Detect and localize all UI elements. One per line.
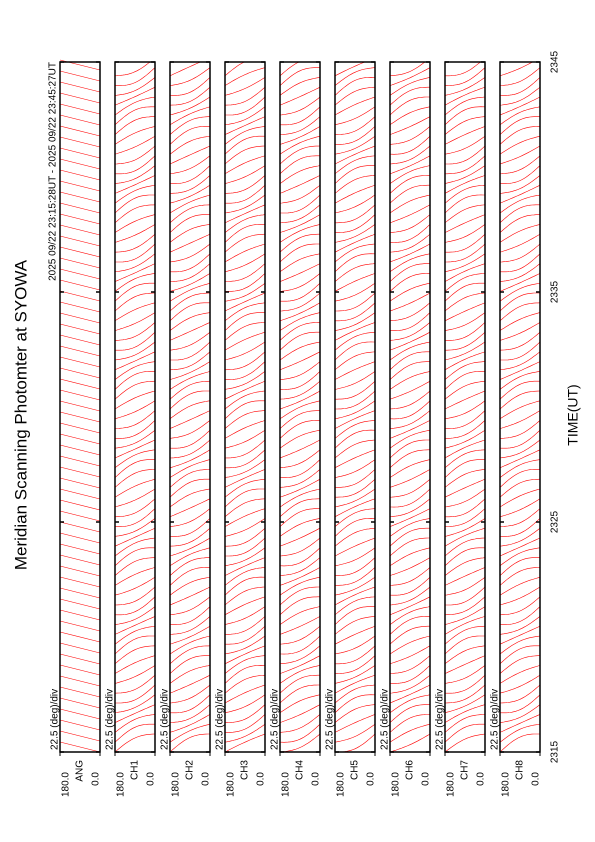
panel-scale-label: 22.5 (deg)/div — [325, 689, 336, 750]
panel-scale-label: 22.5 (deg)/div — [380, 689, 391, 750]
panel-label: CH3 — [240, 760, 251, 780]
panel-scale-label: 22.5 (deg)/div — [270, 689, 281, 750]
trace — [224, 61, 266, 753]
panel-frame — [114, 61, 156, 753]
y-tick-label: 180.0 — [336, 772, 347, 797]
y-tick-label: 0.0 — [146, 772, 157, 786]
panel-frame — [334, 61, 376, 753]
trace — [279, 61, 321, 753]
x-axis-label: TIME(UT) — [565, 384, 581, 445]
panel-label: CH4 — [295, 760, 306, 780]
trace — [169, 61, 211, 753]
y-tick-label: 0.0 — [311, 772, 322, 786]
trace — [444, 61, 486, 753]
y-tick-label: 0.0 — [476, 772, 487, 786]
panel-frame — [499, 61, 541, 753]
panel-label: CH6 — [405, 760, 416, 780]
panel-frame — [279, 61, 321, 753]
x-tick-label: 2335 — [550, 280, 561, 303]
y-tick-label: 0.0 — [201, 772, 212, 786]
trace — [114, 61, 156, 753]
trace — [59, 59, 101, 753]
chart-title: Meridian Scanning Photomter at SYOWA — [11, 259, 30, 570]
panel-frame — [59, 61, 101, 753]
panel-frame — [389, 61, 431, 753]
panel-scale-label: 22.5 (deg)/div — [50, 689, 61, 750]
panel-label: CH5 — [350, 760, 361, 780]
panel-label: CH1 — [130, 760, 141, 780]
panel-label: CH7 — [460, 760, 471, 780]
panel-scale-label: 22.5 (deg)/div — [105, 689, 116, 750]
panel-scale-label: 22.5 (deg)/div — [435, 689, 446, 750]
panel-scale-label: 22.5 (deg)/div — [490, 689, 501, 750]
y-tick-label: 0.0 — [256, 772, 267, 786]
trace — [334, 61, 376, 753]
panel-scale-label: 22.5 (deg)/div — [215, 689, 226, 750]
x-tick-label: 2345 — [550, 50, 561, 73]
rotated-plot: Meridian Scanning Photomter at SYOWA 202… — [11, 50, 580, 797]
y-tick-label: 180.0 — [501, 772, 512, 797]
x-tick-label: 2325 — [550, 510, 561, 533]
trace — [389, 61, 431, 753]
y-tick-label: 180.0 — [171, 772, 182, 797]
y-tick-label: 180.0 — [446, 772, 457, 797]
panel-label: CH8 — [515, 760, 526, 780]
chart-subtitle: 2025 09/22 23:15:28UT - 2025 09/22 23:45… — [48, 62, 59, 281]
panel-frame — [444, 61, 486, 753]
y-tick-label: 180.0 — [281, 772, 292, 797]
y-tick-label: 180.0 — [226, 772, 237, 797]
y-tick-label: 0.0 — [91, 772, 102, 786]
y-tick-label: 180.0 — [116, 772, 127, 797]
panel-scale-label: 22.5 (deg)/div — [160, 689, 171, 750]
y-tick-label: 180.0 — [391, 772, 402, 797]
panel-label: ANG — [75, 760, 86, 782]
y-tick-label: 180.0 — [61, 772, 72, 797]
x-tick-label: 2315 — [550, 740, 561, 763]
y-tick-label: 0.0 — [366, 772, 377, 786]
panel-label: CH2 — [185, 760, 196, 780]
panel-frame — [224, 61, 266, 753]
y-tick-label: 0.0 — [421, 772, 432, 786]
panel-frame — [169, 61, 211, 753]
trace — [499, 61, 541, 753]
y-tick-label: 0.0 — [531, 772, 542, 786]
